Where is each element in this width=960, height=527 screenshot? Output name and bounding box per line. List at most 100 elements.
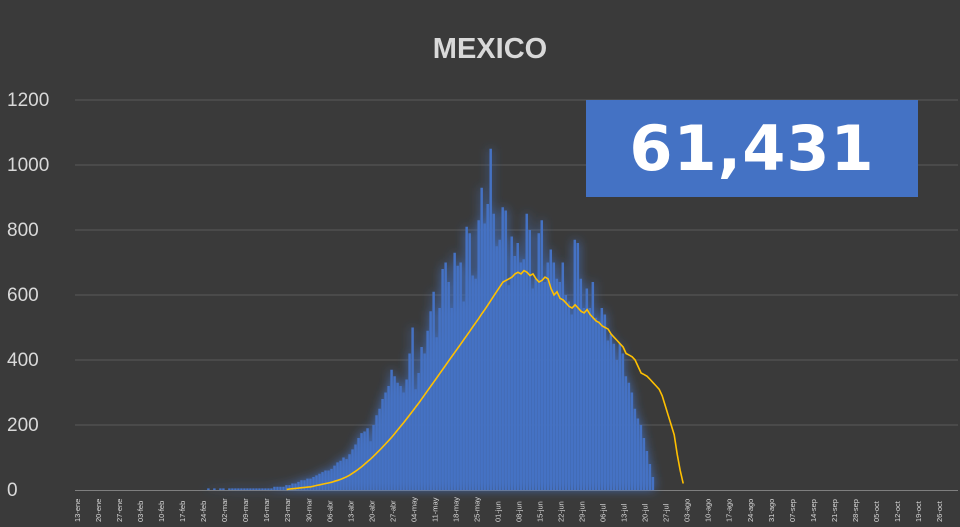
chart-title: MEXICO bbox=[433, 33, 547, 65]
bar bbox=[534, 278, 537, 490]
x-tick-label: 21-sep bbox=[830, 499, 839, 522]
bar bbox=[531, 288, 534, 490]
x-tick-label: 26-oct bbox=[935, 500, 944, 522]
bar bbox=[324, 470, 327, 490]
bar bbox=[237, 488, 240, 490]
bar bbox=[450, 308, 453, 490]
bar bbox=[429, 311, 432, 490]
bar bbox=[384, 392, 387, 490]
x-tick-label: 23-mar bbox=[283, 498, 292, 522]
x-tick-label: 07-sep bbox=[788, 499, 797, 522]
bar bbox=[546, 262, 549, 490]
bar bbox=[255, 488, 258, 490]
x-tick-label: 10-feb bbox=[157, 501, 166, 522]
x-tick-label: 13-ene bbox=[73, 499, 82, 522]
bar bbox=[207, 488, 210, 490]
bar bbox=[381, 399, 384, 490]
bar bbox=[591, 282, 595, 490]
bar bbox=[480, 187, 483, 490]
bar bbox=[543, 282, 546, 490]
bar bbox=[276, 486, 279, 490]
bar bbox=[228, 488, 231, 490]
bar bbox=[630, 392, 634, 490]
x-tick-label: 06-jul bbox=[599, 503, 608, 522]
bar bbox=[486, 204, 489, 490]
x-tick-label: 24-ago bbox=[746, 499, 755, 522]
x-tick-label: 08-jun bbox=[515, 501, 524, 522]
bar bbox=[507, 285, 510, 490]
bar bbox=[474, 278, 477, 490]
bar bbox=[327, 470, 330, 490]
x-tick-label: 17-ago bbox=[725, 499, 734, 522]
bar bbox=[396, 382, 399, 490]
total-count-badge: 61,431 bbox=[586, 100, 918, 197]
x-tick-label: 27-ene bbox=[115, 499, 124, 522]
bar bbox=[312, 477, 315, 490]
bar bbox=[291, 483, 294, 490]
bar bbox=[363, 431, 366, 490]
bar bbox=[222, 488, 225, 490]
x-tick-label: 13-jul bbox=[620, 503, 629, 522]
x-tick-label: 19-oct bbox=[914, 500, 923, 522]
bar bbox=[648, 464, 652, 490]
bar bbox=[555, 278, 559, 490]
bar bbox=[567, 301, 571, 490]
bar bbox=[471, 275, 474, 490]
trend-line bbox=[286, 269, 684, 491]
bar bbox=[489, 148, 492, 490]
bar bbox=[231, 488, 234, 490]
bar bbox=[423, 353, 426, 490]
bar bbox=[243, 488, 246, 490]
x-tick-label: 31-ago bbox=[767, 499, 776, 522]
y-tick-label: 600 bbox=[7, 285, 39, 306]
bar bbox=[351, 449, 354, 490]
bar bbox=[462, 301, 465, 490]
x-tick-label: 12-oct bbox=[893, 500, 902, 522]
bar bbox=[261, 488, 264, 490]
bar bbox=[612, 343, 616, 490]
bar bbox=[342, 457, 345, 490]
bar bbox=[456, 265, 459, 490]
bar bbox=[432, 291, 435, 490]
bar bbox=[417, 373, 420, 490]
x-tick-label: 30-mar bbox=[304, 498, 313, 522]
x-tick-label: 14-sep bbox=[809, 499, 818, 522]
x-tick-label: 15-jun bbox=[536, 501, 545, 522]
bar bbox=[582, 308, 586, 490]
bar bbox=[348, 454, 351, 490]
bar bbox=[624, 376, 628, 490]
bar bbox=[579, 278, 583, 490]
bar bbox=[288, 485, 291, 490]
x-tick-label: 04-may bbox=[409, 497, 418, 522]
bar bbox=[369, 441, 372, 490]
y-tick-label: 200 bbox=[7, 415, 39, 436]
bar bbox=[594, 317, 598, 490]
x-tick-label: 29-jun bbox=[578, 501, 587, 522]
x-tick-label: 22-jun bbox=[557, 501, 566, 522]
bar bbox=[453, 252, 456, 490]
x-tick-label: 11-may bbox=[430, 497, 439, 522]
x-tick-label: 06-abr bbox=[325, 500, 334, 522]
x-tick-label: 20-ene bbox=[94, 499, 103, 522]
bar bbox=[615, 360, 619, 490]
bar bbox=[336, 462, 339, 490]
bar bbox=[645, 451, 649, 490]
bar bbox=[264, 488, 267, 490]
bar bbox=[537, 233, 540, 490]
bar bbox=[639, 425, 643, 490]
bar bbox=[438, 308, 441, 490]
bar bbox=[576, 243, 580, 490]
bar bbox=[585, 288, 589, 490]
bar bbox=[309, 478, 312, 490]
bar bbox=[366, 428, 369, 490]
bar bbox=[213, 488, 216, 490]
bar bbox=[477, 220, 480, 490]
bar bbox=[621, 353, 625, 490]
bar bbox=[465, 226, 468, 490]
x-tick-label: 01-jun bbox=[493, 501, 502, 522]
bar bbox=[618, 343, 622, 490]
bar bbox=[315, 475, 318, 490]
bar bbox=[333, 465, 336, 490]
